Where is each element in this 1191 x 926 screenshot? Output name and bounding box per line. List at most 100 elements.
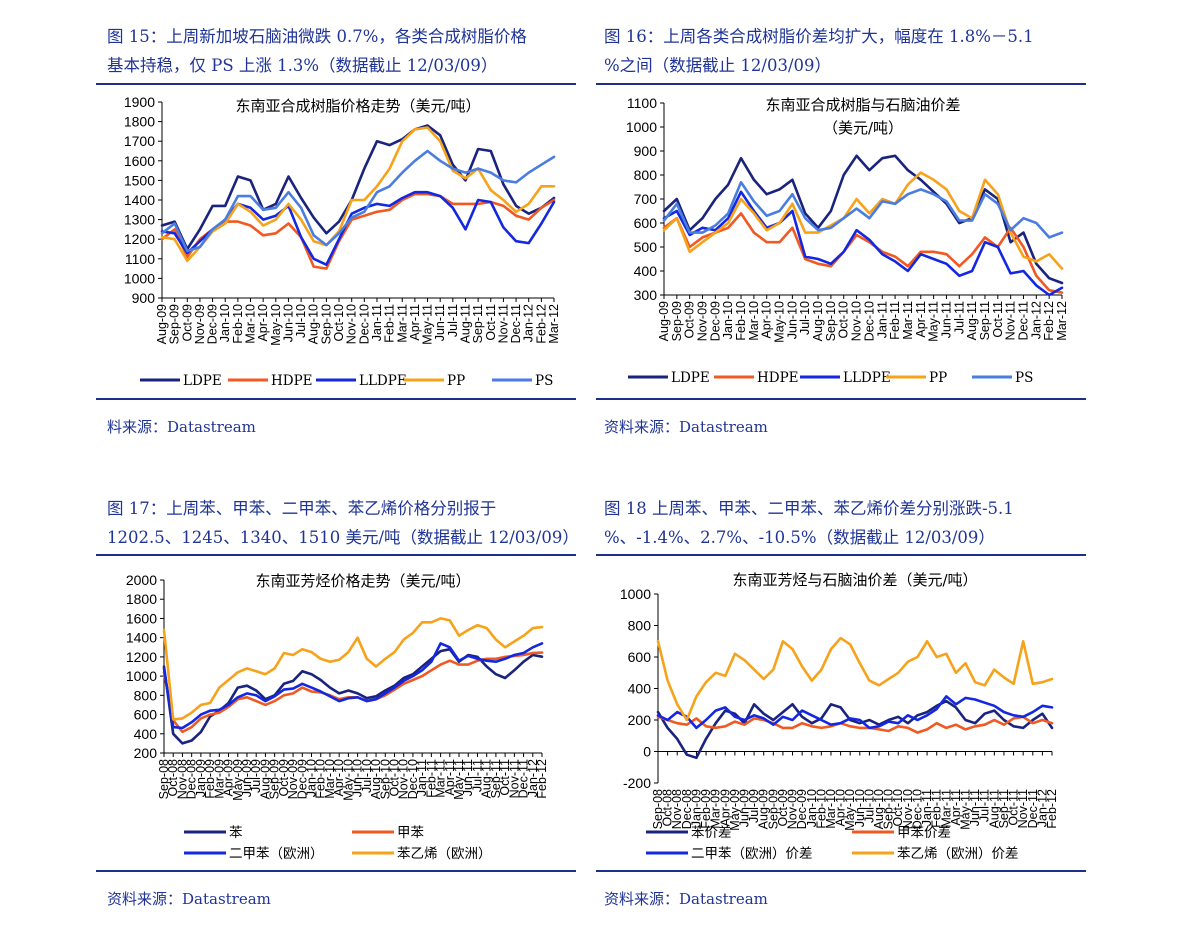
y-tick-label: 1800 (124, 114, 155, 130)
series-line-series (162, 617, 544, 721)
y-tick-label: 600 (134, 707, 158, 723)
figure-17-title: 图 17：上周苯、甲苯、二甲苯、苯乙烯价格分别报于 1202.5、1245、13… (107, 494, 579, 552)
x-tick-label: Sep-09 (268, 759, 282, 799)
x-tick-label: May-10 (843, 789, 857, 831)
x-tick-label: Nov-11 (1004, 301, 1018, 340)
x-tick-label: Jun-11 (433, 304, 447, 341)
x-tick-label: Oct-11 (991, 301, 1005, 338)
figure-17-title-line-2: 1202.5、1245、1340、1510 美元/吨（数据截止 12/03/09… (107, 528, 579, 547)
x-tick-label: Jun-10 (853, 789, 867, 827)
figure-16-title: 图 16：上周各类合成树脂价差均扩大，幅度在 1.8%－5.1 %之间（数据截止… (604, 22, 1084, 80)
x-tick-label: Jun-10 (351, 759, 365, 797)
figure-18-title: 图 18 上周苯、甲苯、二甲苯、苯乙烯价差分别涨跌-5.1 %、-1.4%、2.… (604, 494, 1084, 552)
x-tick-label: Jan-11 (920, 789, 934, 826)
figure-15-title-line-1: 图 15：上周新加坡石脑油微跌 0.7%，各类合成树脂价格 (107, 27, 527, 46)
y-tick-label: 1300 (124, 212, 155, 228)
x-tick-label: Mar-10 (747, 301, 761, 341)
x-tick-label: Jan-12 (526, 759, 540, 797)
series-line-series (656, 636, 1054, 722)
x-tick-label: Jul-11 (470, 759, 484, 792)
y-tick-label: 1500 (124, 172, 155, 188)
legend-label: 苯乙烯（欧洲）价差 (897, 846, 1019, 862)
x-tick-label: Jul-10 (862, 789, 876, 823)
figure-18-title-line-1: 图 18 上周苯、甲苯、二甲苯、苯乙烯价差分别涨跌-5.1 (604, 499, 1014, 518)
x-tick-label: Nov-09 (193, 304, 207, 344)
y-tick-label: 1900 (124, 94, 155, 110)
x-tick-label: Oct-09 (277, 759, 291, 797)
y-tick-label: 1100 (125, 251, 155, 267)
legend-label: PS (535, 373, 553, 389)
chart-title: 东南亚芳烃与石脑油价差（美元/吨） (732, 571, 977, 589)
x-tick-label: May-10 (341, 759, 355, 801)
series-line-ldpe (662, 154, 1064, 285)
x-tick-label: Oct-09 (683, 301, 697, 339)
x-tick-label: Sep-10 (378, 759, 392, 799)
x-tick-label: Feb-10 (814, 789, 828, 829)
x-tick-label: Aug-10 (811, 301, 825, 341)
x-tick-label: Jul-11 (952, 301, 966, 334)
x-tick-label: Oct-11 (498, 759, 512, 796)
x-tick-label: May-09 (231, 759, 245, 801)
x-tick-label: Mar-10 (824, 789, 838, 829)
x-tick-label: Dec-11 (1016, 301, 1030, 340)
legend-label: LDPE (183, 373, 222, 389)
x-tick-label: Apr-10 (834, 789, 848, 827)
x-tick-label: May-11 (452, 759, 466, 800)
figure-18-title-line-2: %、-1.4%、2.7%、-10.5%（数据截止 12/03/09） (604, 528, 995, 547)
resin-price-chart: 东南亚合成树脂价格走势（美元/吨） 900 1000 1100 1200 1300 1400… (124, 94, 561, 389)
y-tick-label: 900 (132, 290, 156, 306)
y-tick-label: 1000 (124, 270, 155, 286)
x-tick-label: Dec-10 (406, 759, 420, 799)
x-tick-label: Aug-11 (458, 304, 472, 343)
legend-label: LLDPE (359, 373, 407, 389)
x-tick-label: Feb-12 (534, 304, 548, 344)
x-tick-label: Feb-12 (1045, 789, 1059, 829)
x-tick-label: Jan-11 (415, 759, 429, 796)
x-tick-label: Feb-11 (383, 304, 397, 343)
x-tick-label: Dec-11 (1026, 789, 1040, 828)
x-tick-label: Jan-10 (305, 759, 319, 797)
y-tick-label: 1200 (126, 649, 157, 665)
x-tick-label: Jan-11 (875, 301, 889, 338)
y-tick-label: 1400 (126, 630, 157, 646)
y-tick-label: 1000 (126, 668, 157, 684)
bottom-divider-right (596, 870, 1086, 872)
legend-label: HDPE (757, 370, 799, 386)
y-tick-label: 500 (634, 239, 658, 255)
x-tick-label: Aug-09 (155, 304, 169, 344)
y-tick-label: 1700 (124, 133, 155, 149)
x-tick-label: Dec-10 (862, 301, 876, 341)
y-tick-label: 800 (628, 618, 652, 634)
y-tick-label: 700 (634, 191, 658, 207)
y-tick-label: 1600 (124, 153, 155, 169)
x-tick-label: Feb-10 (734, 301, 748, 341)
x-tick-label: Dec-10 (910, 789, 924, 829)
legend-label: HDPE (271, 373, 313, 389)
x-tick-label: Mar-12 (547, 304, 561, 344)
x-tick-label: Aug-10 (369, 759, 383, 799)
lower-divider-left (96, 554, 576, 556)
x-tick-label: Apr-10 (760, 301, 774, 339)
y-tick-label: 1000 (620, 586, 651, 602)
x-tick-label: Oct-10 (837, 301, 851, 339)
x-tick-label: May-11 (959, 789, 973, 830)
y-tick-label: 1100 (627, 95, 657, 111)
x-tick-label: Jan-09 (689, 789, 703, 827)
x-tick-label: Jun-10 (785, 301, 799, 339)
x-tick-label: Oct-08 (661, 789, 675, 827)
x-tick-label: Feb-11 (930, 789, 944, 828)
bottom-divider-left (96, 870, 576, 872)
resin-naphtha-spread-chart: 东南亚合成树脂与石脑油价差 （美元/吨） 300 400 500 600 700 800 900… (626, 95, 1069, 386)
x-tick-label: Jul-09 (747, 789, 761, 823)
x-tick-label: Nov-09 (696, 301, 710, 341)
mid-divider-left (96, 398, 576, 400)
x-tick-label: Jul-10 (360, 759, 374, 793)
x-tick-label: Feb-12 (535, 759, 549, 799)
chart-title: 东南亚芳烃价格走势（美元/吨） (255, 572, 470, 590)
x-tick-label: Apr-11 (949, 789, 963, 826)
x-tick-label: Sep-10 (824, 301, 838, 341)
x-tick-label: Jun-11 (968, 789, 982, 826)
x-tick-label: Aug-09 (258, 759, 272, 799)
x-tick-label: Mar-11 (939, 789, 953, 828)
x-tick-label: Mar-11 (395, 304, 409, 343)
